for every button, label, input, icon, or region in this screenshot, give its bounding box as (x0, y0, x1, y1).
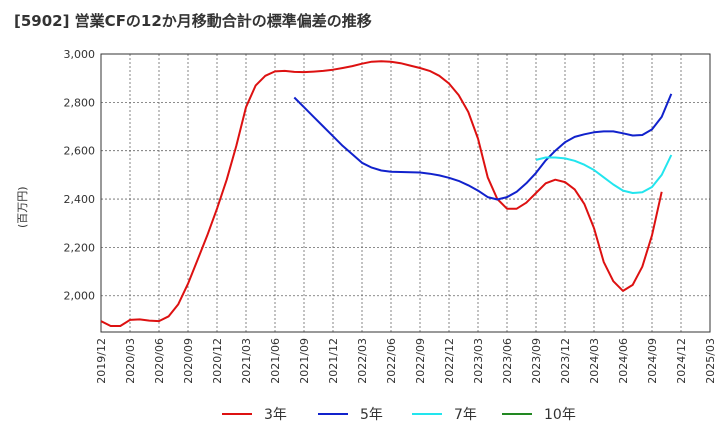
x-tick-label: 2020/12 (211, 338, 224, 384)
x-tick-label: 2023/12 (559, 338, 572, 384)
x-tick-label: 2020/09 (182, 338, 195, 384)
y-tick-label: 2,200 (64, 241, 96, 254)
x-tick-label: 2021/03 (240, 338, 253, 384)
x-tick-label: 2021/09 (298, 338, 311, 384)
x-tick-label: 2024/12 (675, 338, 688, 384)
y-tick-label: 2,000 (64, 290, 96, 303)
plot-frame (100, 53, 711, 333)
x-tick-label: 2025/03 (704, 338, 717, 384)
y-tick-label: 2,800 (64, 96, 96, 109)
y-tick-label: 3,000 (64, 48, 96, 61)
x-tick-label: 2022/09 (414, 338, 427, 384)
legend-label-2: 5年 (360, 407, 383, 423)
x-tick-label: 2023/09 (530, 338, 543, 384)
chart-title: [5902] 営業CFの12か月移動合計の標準偏差の推移 (14, 12, 372, 30)
x-tick-label: 2024/09 (646, 338, 659, 384)
x-tick-label: 2020/03 (124, 338, 137, 384)
legend-label-1: 3年 (264, 407, 287, 423)
x-tick-label: 2020/06 (153, 338, 166, 384)
series-line-3 (535, 154, 673, 194)
y-tick-label: 2,600 (64, 145, 96, 158)
series-line-1 (101, 60, 663, 327)
y-tick-label: 2,400 (64, 193, 96, 206)
x-tick-label: 2024/03 (588, 338, 601, 384)
x-tick-label: 2021/12 (327, 338, 340, 384)
x-tick-label: 2023/06 (501, 338, 514, 384)
legend-label-3: 7年 (454, 407, 477, 423)
x-tick-label: 2023/03 (472, 338, 485, 384)
series-line-2 (293, 93, 673, 201)
plot-area (101, 54, 710, 332)
x-tick-label: 2019/12 (95, 338, 108, 384)
x-tick-label: 2021/06 (269, 338, 282, 384)
x-tick-label: 2024/06 (617, 338, 630, 384)
x-tick-label: 2022/12 (443, 338, 456, 384)
x-tick-label: 2022/03 (356, 338, 369, 384)
legend-label-4: 10年 (544, 407, 576, 423)
x-tick-label: 2022/06 (385, 338, 398, 384)
